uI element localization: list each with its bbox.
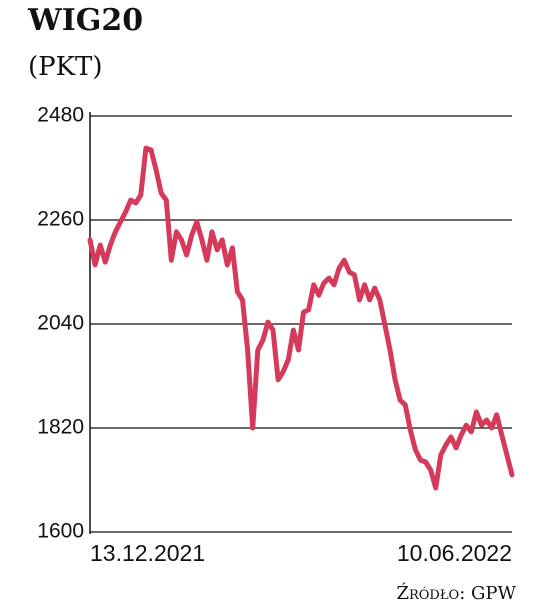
y-tick-label: 2040 [37,312,84,335]
source-note: Źródło: GPW [396,581,516,604]
x-tick-label: 13.12.2021 [90,540,205,566]
chart-title: WIG20 [27,3,143,38]
y-tick-label: 1820 [37,416,84,439]
y-tick-label: 2260 [37,208,84,231]
data-line [87,145,515,491]
chart-subtitle: (PKT) [28,52,103,82]
y-tick-label: 2480 [37,104,84,127]
y-tick-label: 1600 [37,520,84,543]
x-tick-label: 10.06.2022 [397,540,512,566]
